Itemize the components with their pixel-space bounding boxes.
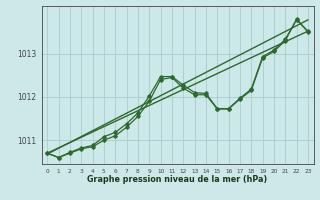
X-axis label: Graphe pression niveau de la mer (hPa): Graphe pression niveau de la mer (hPa) bbox=[87, 175, 268, 184]
